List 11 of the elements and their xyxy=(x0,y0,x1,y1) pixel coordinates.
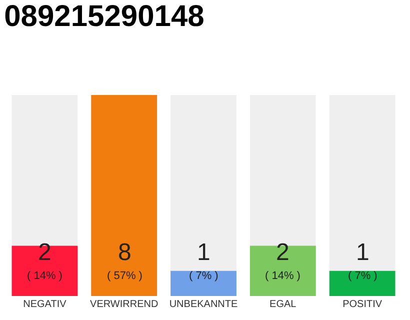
x-tick-label: EGAL xyxy=(270,299,297,310)
data-label: 1 ( 7% ) xyxy=(348,239,378,282)
x-tick-label: UNBEKANNTE xyxy=(169,299,238,310)
data-label: 8 ( 57% ) xyxy=(107,239,142,282)
data-label: 2 ( 14% ) xyxy=(27,239,62,282)
data-label: 1 ( 7% ) xyxy=(189,239,218,282)
x-tick-label: POSITIV xyxy=(342,299,382,310)
data-label: 2 ( 14% ) xyxy=(265,239,300,282)
x-tick-label: NEGATIV xyxy=(23,299,67,310)
chart-title: 089215290148 xyxy=(4,0,204,33)
x-tick-label: VERWIRREND xyxy=(90,299,158,310)
